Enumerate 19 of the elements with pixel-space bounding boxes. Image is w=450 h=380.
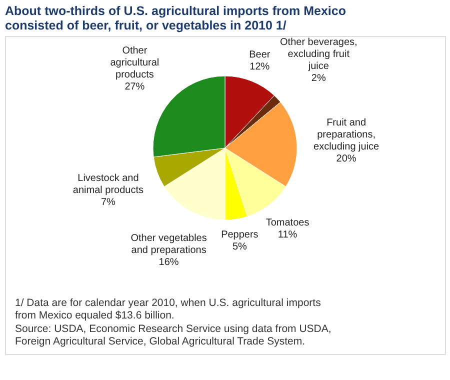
data-label: 11% — [278, 230, 298, 241]
chart-title: About two-thirds of U.S. agricultural imports from Mexico consisted of beer, fruit, or vegetables in 2010 1/ — [5, 4, 346, 32]
slice-label: Tomatoes — [266, 218, 310, 229]
text: 1/ Data are for calendar year 2010, when U.S. agricultural imports from Mexico equaled $13.6 billion. — [15, 297, 321, 322]
slice-label: Peppers — [221, 230, 258, 241]
data-label: 16% — [158, 257, 179, 268]
slice-label: Other vegetables and preparations — [130, 233, 207, 256]
data-label: 20% — [336, 153, 356, 164]
slice-label: Other beverages, excluding fruit juice — [280, 37, 358, 72]
data-label: 5% — [232, 242, 248, 253]
data-label: 7% — [100, 197, 116, 208]
slice-label: Other agricultural products — [110, 45, 160, 80]
data-label: 12% — [250, 61, 270, 72]
slice-label: Fruit and preparations, excluding juice — [314, 117, 380, 152]
data-label: 2% — [311, 73, 326, 84]
source-note: Source: USDA, Economic Research Service using data from USDA, Foreign Agricultural Service, Global Agricultural Trade System. — [15, 323, 332, 348]
data-label: 27% — [124, 81, 145, 92]
slice-label: Livestock and animal products — [72, 173, 144, 196]
slice-label: Beer — [249, 49, 271, 60]
